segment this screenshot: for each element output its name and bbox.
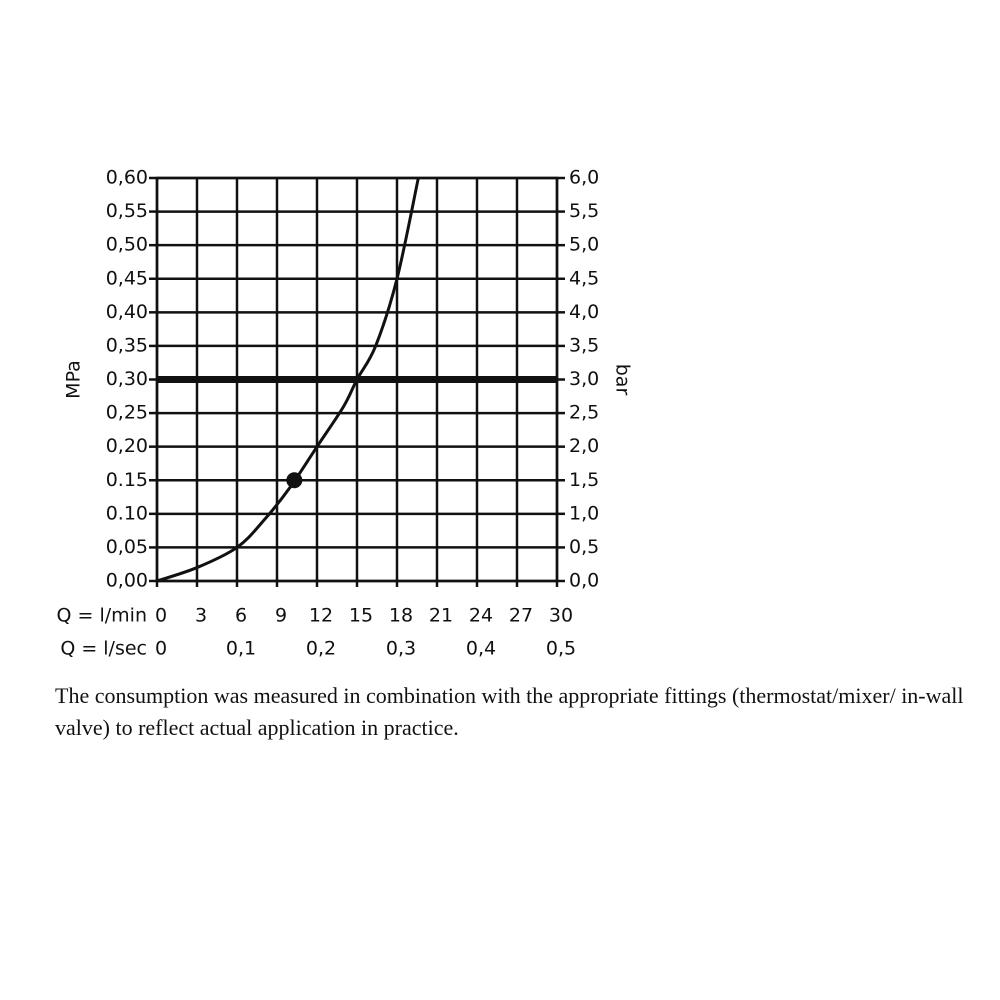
- x-tick-label: 27: [509, 605, 533, 627]
- x-tick-label: 9: [275, 605, 287, 627]
- y-tick-label: 0.15: [106, 469, 148, 491]
- x-tick-label: 3: [195, 605, 207, 627]
- y-tick-label: 0,45: [106, 267, 148, 289]
- y2-tick-label: 0,5: [569, 536, 599, 558]
- x-tick-label: 15: [349, 605, 373, 627]
- marker-point: [286, 472, 303, 489]
- y2-tick-label: 1,5: [569, 469, 599, 491]
- x2-tick-label: 0,3: [386, 638, 416, 660]
- y2-tick-label: 2,0: [569, 435, 599, 457]
- y-tick-label: 0,00: [106, 570, 148, 592]
- x2-tick-label: 0,2: [306, 638, 336, 660]
- x-tick-label: 24: [469, 605, 493, 627]
- curve: [156, 177, 420, 583]
- x2-tick-label: 0,5: [546, 638, 576, 660]
- y2-tick-label: 3,0: [569, 368, 599, 390]
- y-tick-label: 0,30: [106, 368, 148, 390]
- y2-tick-label: 5,5: [569, 200, 599, 222]
- y-tick-label: 0,40: [106, 301, 148, 323]
- y2-tick-label: 0,0: [569, 570, 599, 592]
- y-tick-label: 0,25: [106, 402, 148, 424]
- y-tick-label: 0.10: [106, 502, 148, 524]
- y-axis-label: MPa: [63, 360, 85, 399]
- y2-tick-label: 1,0: [569, 502, 599, 524]
- x-tick-label: 0: [155, 605, 167, 627]
- y2-tick-label: 2,5: [569, 402, 599, 424]
- x2-axis-label: Q = l/sec: [60, 638, 147, 660]
- x-axis-label: Q = l/min: [57, 605, 147, 627]
- x2-tick-label: 0,4: [466, 638, 496, 660]
- caption: The consumption was measured in combinat…: [55, 683, 964, 740]
- y-tick-label: 0,05: [106, 536, 148, 558]
- y2-tick-label: 5,0: [569, 234, 599, 256]
- y-tick-label: 0,35: [106, 334, 148, 356]
- y-tick-label: 0,20: [106, 435, 148, 457]
- x2-tick-label: 0: [155, 638, 167, 660]
- chart: 0,000,050.100.150,200,250,300,350,400,45…: [57, 167, 634, 660]
- y-tick-label: 0,55: [106, 200, 148, 222]
- x2-tick-label: 0,1: [226, 638, 256, 660]
- x-tick-label: 21: [429, 605, 453, 627]
- y-tick-label: 0,60: [106, 167, 148, 189]
- y2-tick-label: 4,5: [569, 267, 599, 289]
- x-tick-label: 6: [235, 605, 247, 627]
- y2-tick-label: 4,0: [569, 301, 599, 323]
- y2-axis-label: bar: [612, 364, 634, 396]
- x-tick-label: 30: [549, 605, 573, 627]
- y-tick-label: 0,50: [106, 234, 148, 256]
- y2-tick-label: 3,5: [569, 334, 599, 356]
- x-tick-label: 18: [389, 605, 413, 627]
- y2-tick-label: 6,0: [569, 167, 599, 189]
- x-tick-label: 12: [309, 605, 333, 627]
